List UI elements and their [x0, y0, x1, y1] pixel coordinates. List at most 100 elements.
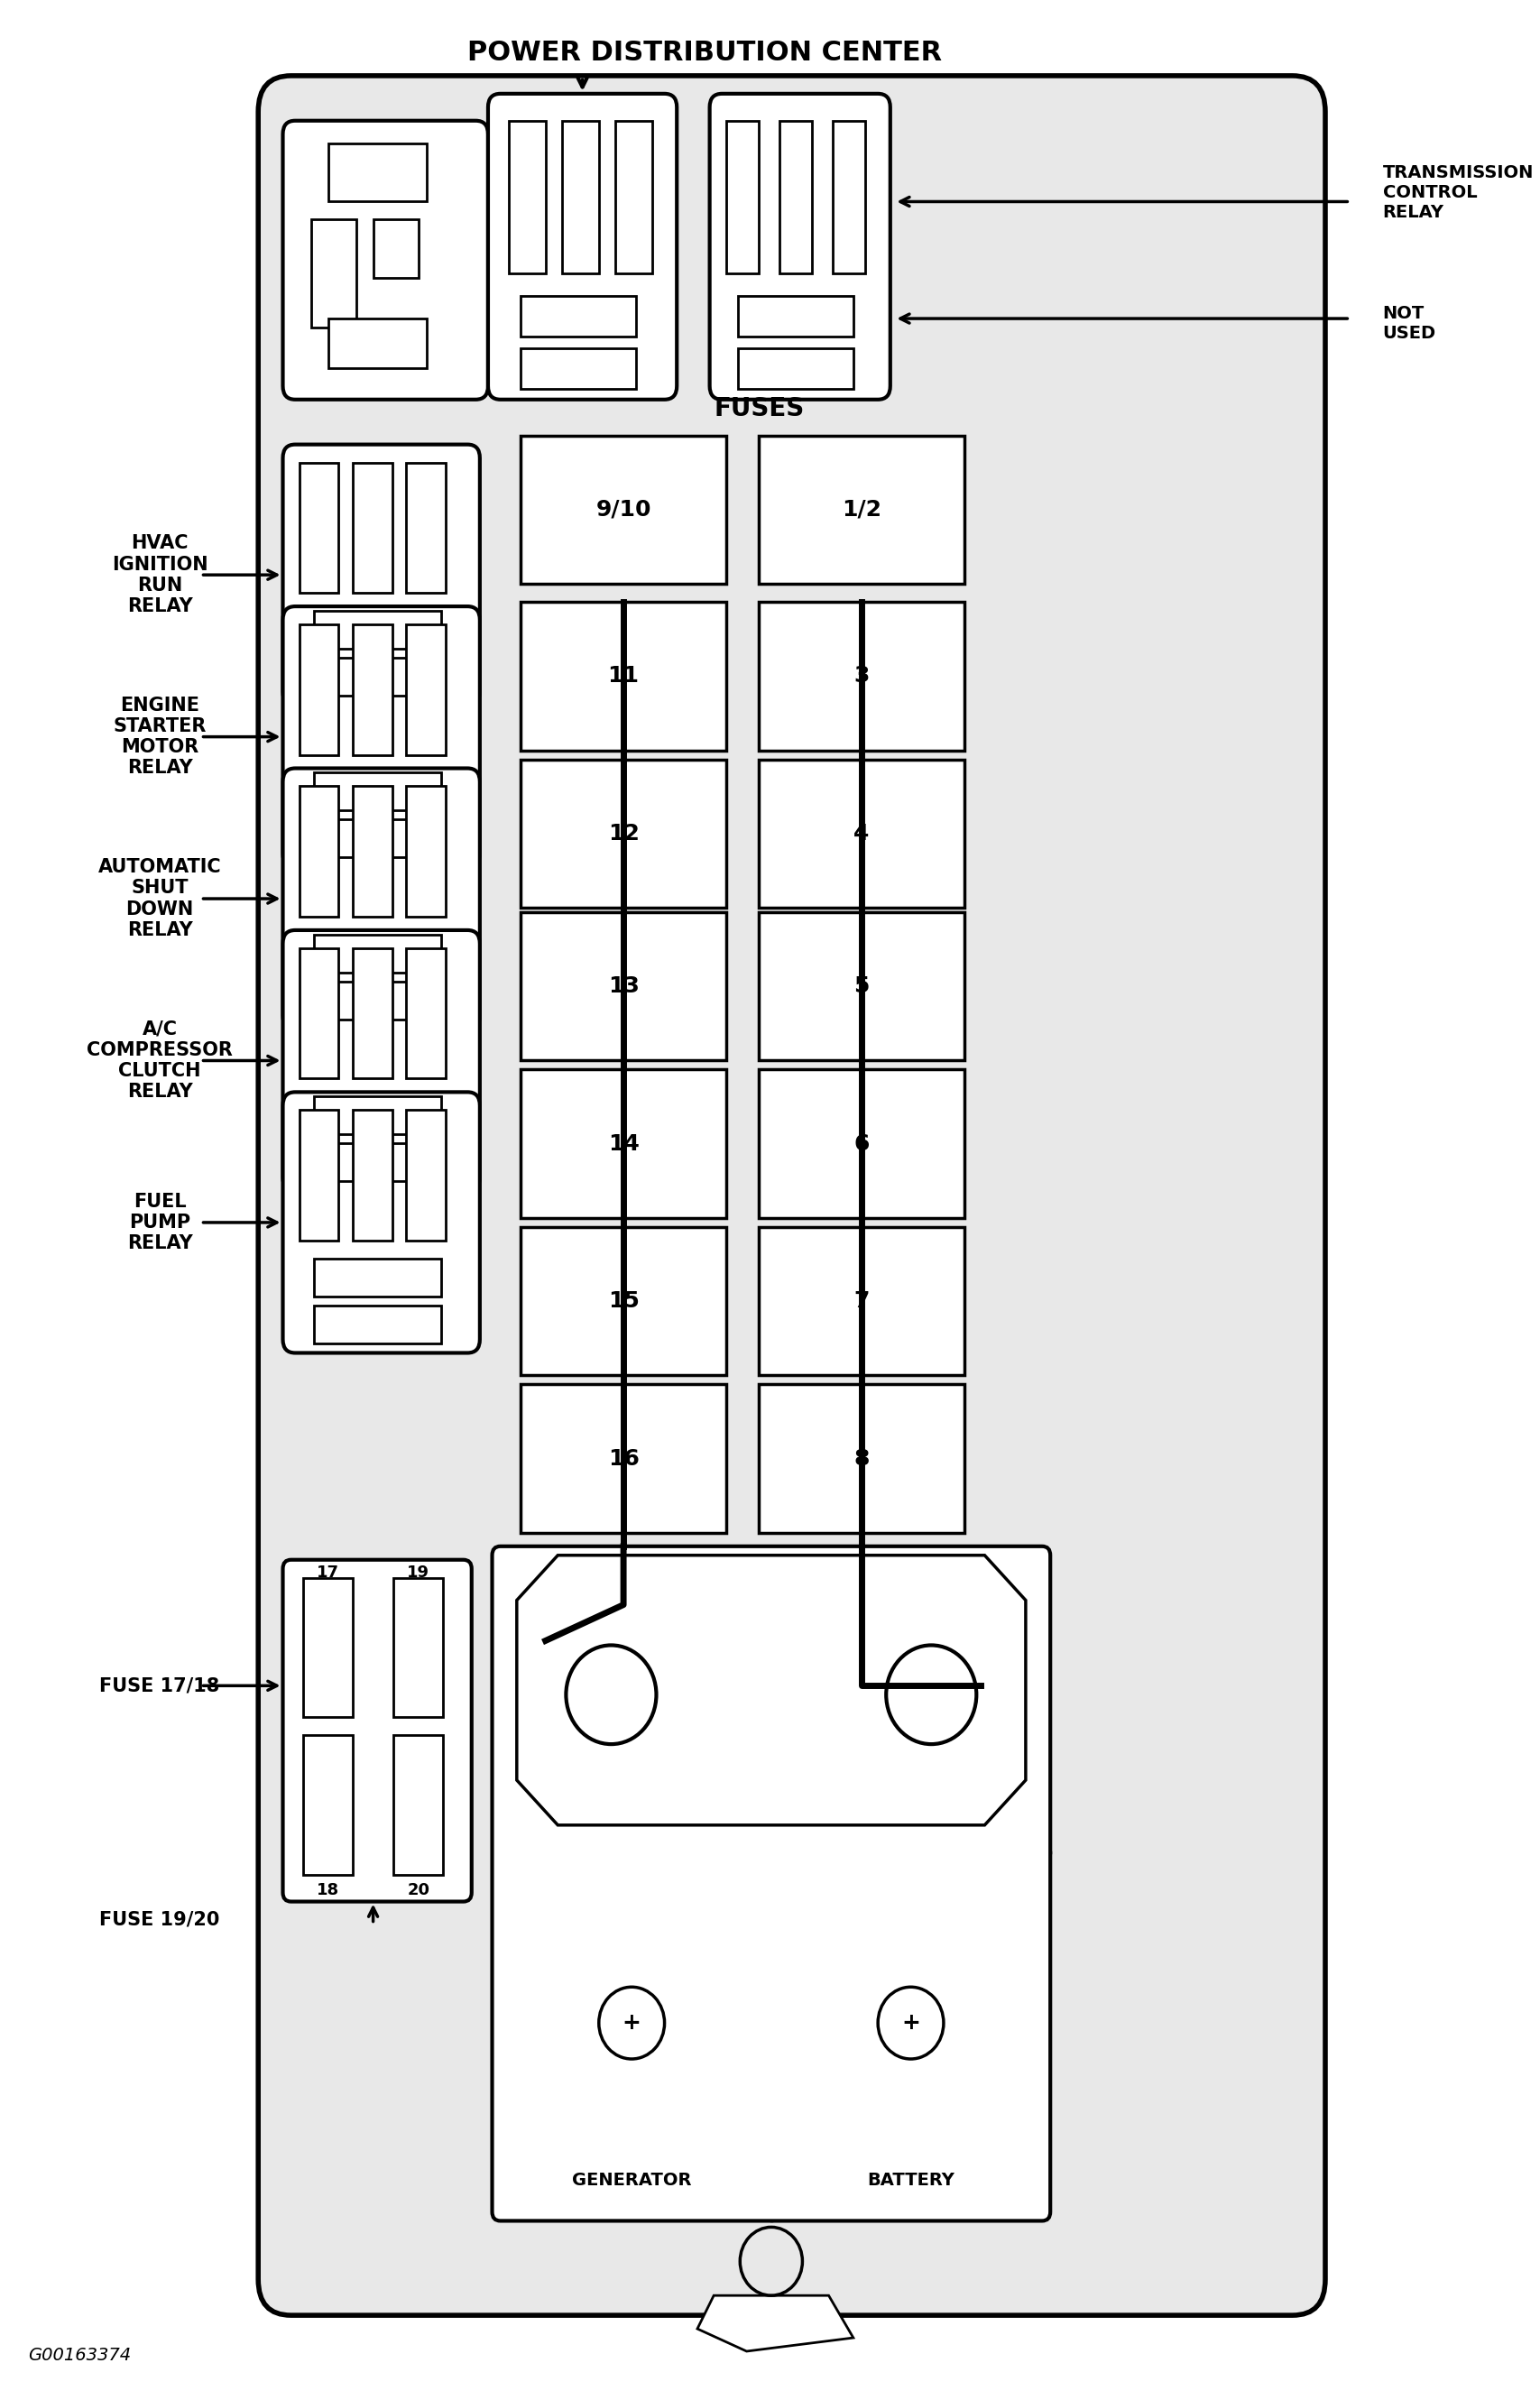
- Bar: [614, 120, 651, 274]
- FancyBboxPatch shape: [283, 444, 479, 706]
- Bar: [314, 934, 440, 972]
- Bar: [314, 773, 440, 811]
- Text: 19: 19: [407, 1565, 430, 1582]
- Text: HVAC
IGNITION
RUN
RELAY: HVAC IGNITION RUN RELAY: [111, 535, 208, 614]
- Bar: [562, 120, 599, 274]
- FancyBboxPatch shape: [283, 120, 488, 398]
- Text: NOT
USED: NOT USED: [1381, 305, 1435, 341]
- Bar: [314, 818, 440, 857]
- Bar: [353, 948, 391, 1078]
- Bar: [299, 787, 339, 917]
- Bar: [521, 348, 636, 389]
- Bar: [393, 1577, 442, 1716]
- Text: +: +: [622, 2011, 641, 2033]
- Bar: [759, 1385, 964, 1534]
- Text: +: +: [901, 2011, 919, 2033]
- Text: 14: 14: [607, 1133, 639, 1154]
- Text: 13: 13: [607, 974, 639, 998]
- FancyBboxPatch shape: [283, 1092, 479, 1354]
- Bar: [299, 624, 339, 754]
- Bar: [405, 463, 445, 593]
- Text: GENERATOR: GENERATOR: [571, 2172, 691, 2189]
- Bar: [303, 1735, 353, 1874]
- Bar: [311, 221, 356, 326]
- Bar: [521, 602, 725, 751]
- Text: G00163374: G00163374: [28, 2347, 131, 2364]
- Text: 3: 3: [853, 665, 869, 686]
- Text: 7: 7: [853, 1291, 869, 1313]
- Bar: [299, 463, 339, 593]
- Bar: [521, 295, 636, 336]
- Text: A/C
COMPRESSOR
CLUTCH
RELAY: A/C COMPRESSOR CLUTCH RELAY: [86, 1020, 233, 1102]
- Text: FUSES: FUSES: [713, 396, 804, 420]
- Bar: [353, 1111, 391, 1241]
- Text: POWER DISTRIBUTION CENTER: POWER DISTRIBUTION CENTER: [467, 41, 941, 67]
- Text: TRANSMISSION
CONTROL
RELAY: TRANSMISSION CONTROL RELAY: [1381, 163, 1532, 221]
- Text: 11: 11: [607, 665, 639, 686]
- Text: AUTOMATIC
SHUT
DOWN
RELAY: AUTOMATIC SHUT DOWN RELAY: [99, 859, 222, 938]
- FancyBboxPatch shape: [283, 931, 479, 1190]
- Text: 12: 12: [607, 823, 639, 845]
- FancyBboxPatch shape: [283, 1560, 471, 1901]
- FancyBboxPatch shape: [491, 1546, 1050, 2220]
- FancyBboxPatch shape: [283, 607, 479, 866]
- Bar: [725, 120, 759, 274]
- FancyBboxPatch shape: [283, 768, 479, 1030]
- Bar: [759, 434, 964, 583]
- Bar: [738, 295, 853, 336]
- Bar: [405, 787, 445, 917]
- Text: 1/2: 1/2: [841, 499, 881, 521]
- Bar: [405, 948, 445, 1078]
- Text: ENGINE
STARTER
MOTOR
RELAY: ENGINE STARTER MOTOR RELAY: [112, 696, 206, 778]
- Text: BATTERY: BATTERY: [867, 2172, 953, 2189]
- Bar: [328, 319, 427, 367]
- FancyBboxPatch shape: [488, 94, 676, 398]
- Bar: [314, 658, 440, 696]
- Text: 6: 6: [853, 1133, 869, 1154]
- Polygon shape: [698, 2294, 853, 2352]
- Bar: [521, 912, 725, 1061]
- Bar: [759, 758, 964, 907]
- Text: 20: 20: [407, 1882, 430, 1898]
- Text: FUSE
1
140A: FUSE 1 140A: [738, 1654, 804, 1726]
- Bar: [303, 1577, 353, 1716]
- Bar: [521, 758, 725, 907]
- Text: FUSE 17/18: FUSE 17/18: [100, 1678, 220, 1694]
- Bar: [521, 1070, 725, 1217]
- Bar: [521, 1385, 725, 1534]
- Bar: [314, 982, 440, 1020]
- Bar: [508, 120, 545, 274]
- Bar: [405, 1111, 445, 1241]
- Bar: [759, 1070, 964, 1217]
- Bar: [314, 1258, 440, 1296]
- Bar: [314, 1142, 440, 1181]
- Bar: [759, 912, 964, 1061]
- Bar: [521, 1226, 725, 1375]
- Text: 8: 8: [853, 1447, 869, 1469]
- Text: 16: 16: [607, 1447, 639, 1469]
- Bar: [328, 144, 427, 202]
- Text: 17: 17: [317, 1565, 339, 1582]
- Text: 4: 4: [853, 823, 869, 845]
- Text: FUSE 19/20: FUSE 19/20: [100, 1910, 220, 1930]
- Bar: [353, 463, 391, 593]
- Bar: [299, 1111, 339, 1241]
- Bar: [314, 1097, 440, 1135]
- Bar: [314, 1306, 440, 1344]
- Bar: [373, 221, 417, 278]
- FancyBboxPatch shape: [259, 77, 1324, 2316]
- Bar: [314, 612, 440, 648]
- Bar: [779, 120, 812, 274]
- Bar: [832, 120, 865, 274]
- Bar: [759, 1226, 964, 1375]
- Text: 15: 15: [607, 1291, 639, 1313]
- Text: 18: 18: [316, 1882, 339, 1898]
- Polygon shape: [516, 1555, 1026, 1824]
- Bar: [405, 624, 445, 754]
- Bar: [299, 948, 339, 1078]
- Text: FUEL
PUMP
RELAY: FUEL PUMP RELAY: [126, 1193, 192, 1253]
- Bar: [738, 348, 853, 389]
- Bar: [353, 624, 391, 754]
- Bar: [521, 434, 725, 583]
- Bar: [393, 1735, 442, 1874]
